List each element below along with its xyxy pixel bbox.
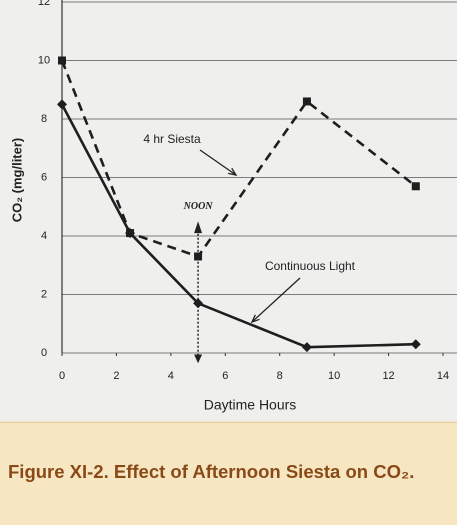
marker: [194, 252, 203, 261]
x-tick-label: 10: [328, 370, 340, 382]
marker: [301, 342, 312, 353]
arrow-head: [194, 221, 203, 234]
pointer: [199, 149, 237, 176]
marker: [193, 298, 204, 309]
x-tick-label: 4: [168, 370, 174, 382]
x-tick-label: 0: [59, 370, 65, 382]
marker: [57, 99, 67, 110]
marker: [302, 97, 311, 106]
arrow-head: [194, 354, 203, 364]
y-tick-label: 0: [41, 347, 47, 359]
y-tick-label: 4: [41, 230, 47, 242]
x-tick-label: 12: [382, 370, 394, 382]
pointer-head: [228, 167, 238, 176]
caption: Figure XI-2. Effect of Afternoon Siesta …: [0, 422, 457, 525]
marker: [126, 229, 135, 238]
annotation: NOON: [183, 201, 214, 212]
marker: [58, 56, 66, 65]
series-line: [60, 103, 416, 349]
chart: Daytime Hours CO₂ (mg/liter) 0 2 4 6 8 10 12 0 2…: [0, 0, 457, 421]
series-label: 4 hr Siesta: [143, 132, 201, 146]
marker: [411, 182, 420, 191]
y-tick-label: 8: [41, 113, 47, 125]
y-tick-label: 2: [41, 288, 47, 300]
marker: [410, 339, 421, 350]
x-tick-label: 2: [113, 370, 119, 382]
pointer-head: [250, 314, 260, 324]
y-tick-label: 10: [38, 54, 50, 66]
y-tick-label: 12: [38, 0, 50, 8]
y-axis-label: CO₂ (mg/liter): [9, 138, 24, 223]
series-label: Continuous Light: [265, 259, 356, 273]
pointer: [251, 277, 301, 323]
series-line: [60, 60, 417, 259]
x-axis-label: Daytime Hours: [204, 397, 297, 413]
x-tick-label: 6: [222, 370, 228, 382]
x-tick-label: 8: [277, 370, 283, 382]
x-tick-label: 14: [437, 370, 449, 382]
y-tick-label: 6: [41, 171, 47, 183]
